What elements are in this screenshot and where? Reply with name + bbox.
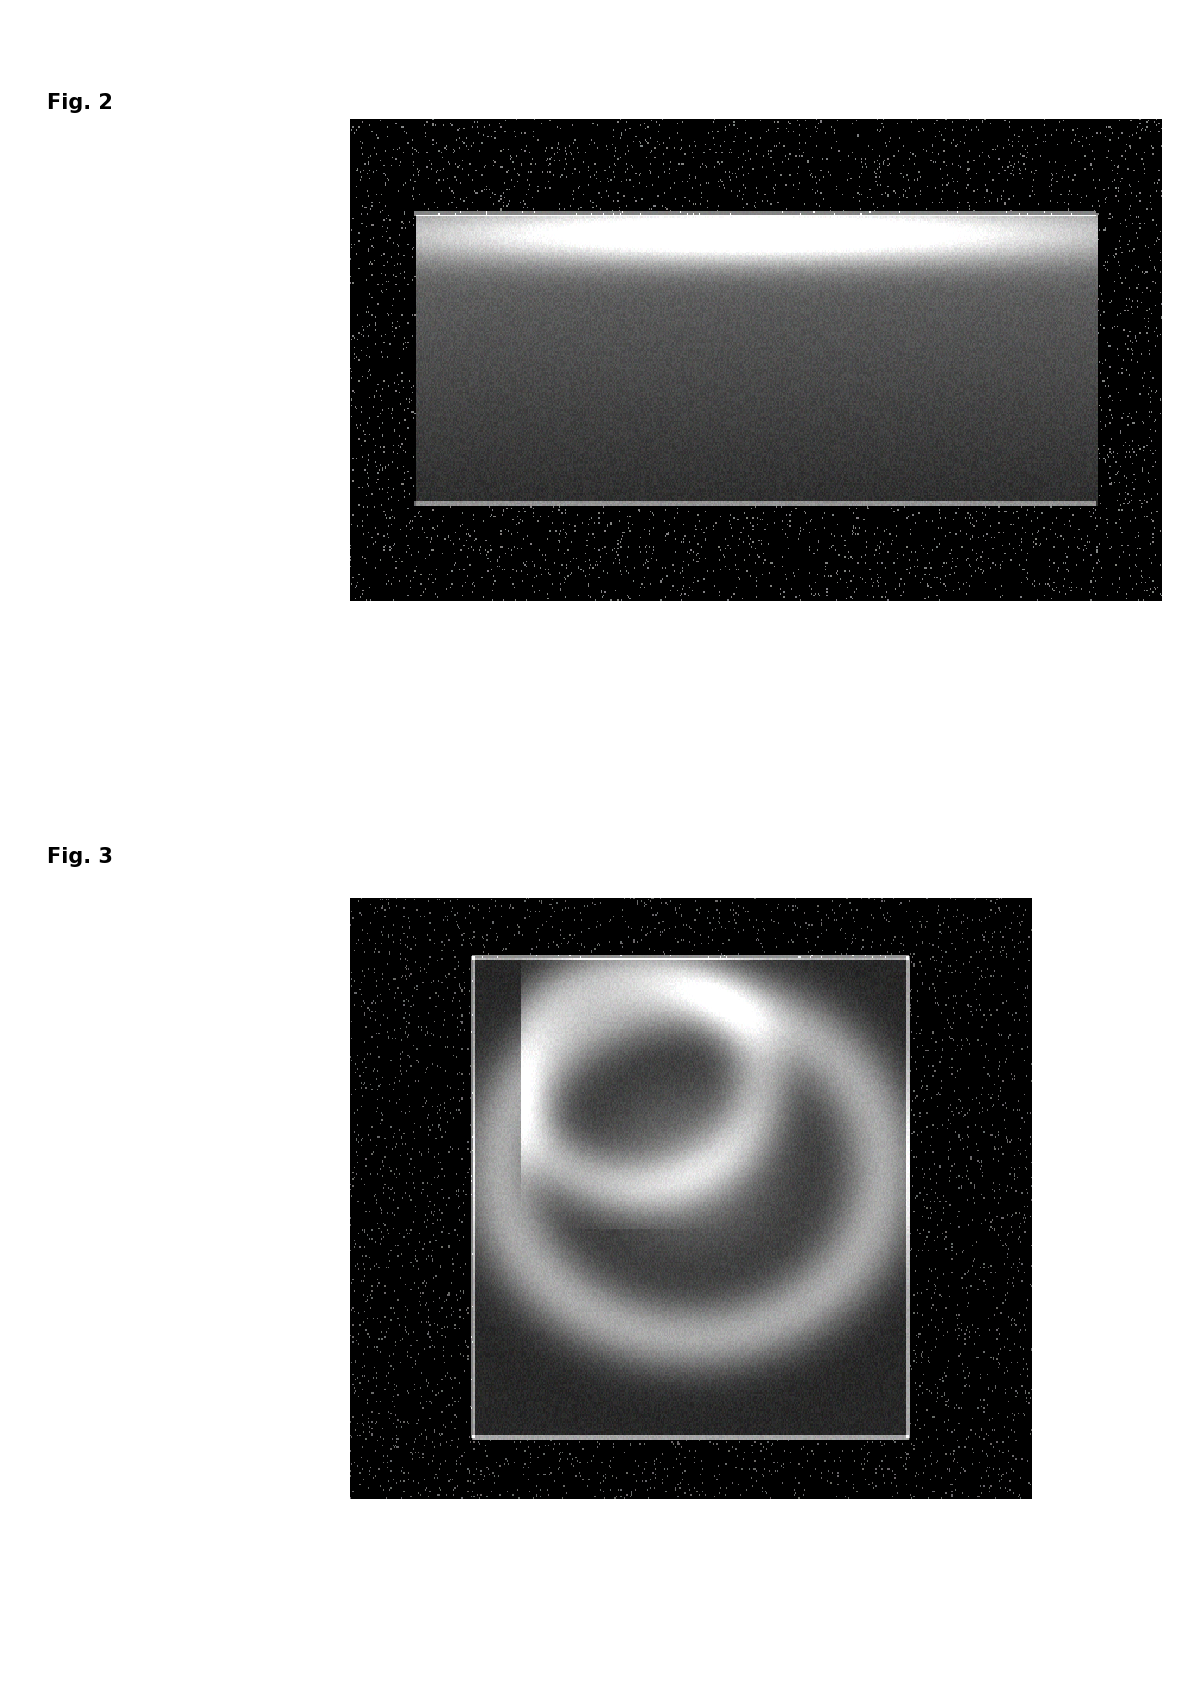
Text: Fig. 2: Fig. 2 bbox=[47, 93, 114, 113]
Text: Fig. 3: Fig. 3 bbox=[47, 847, 114, 867]
